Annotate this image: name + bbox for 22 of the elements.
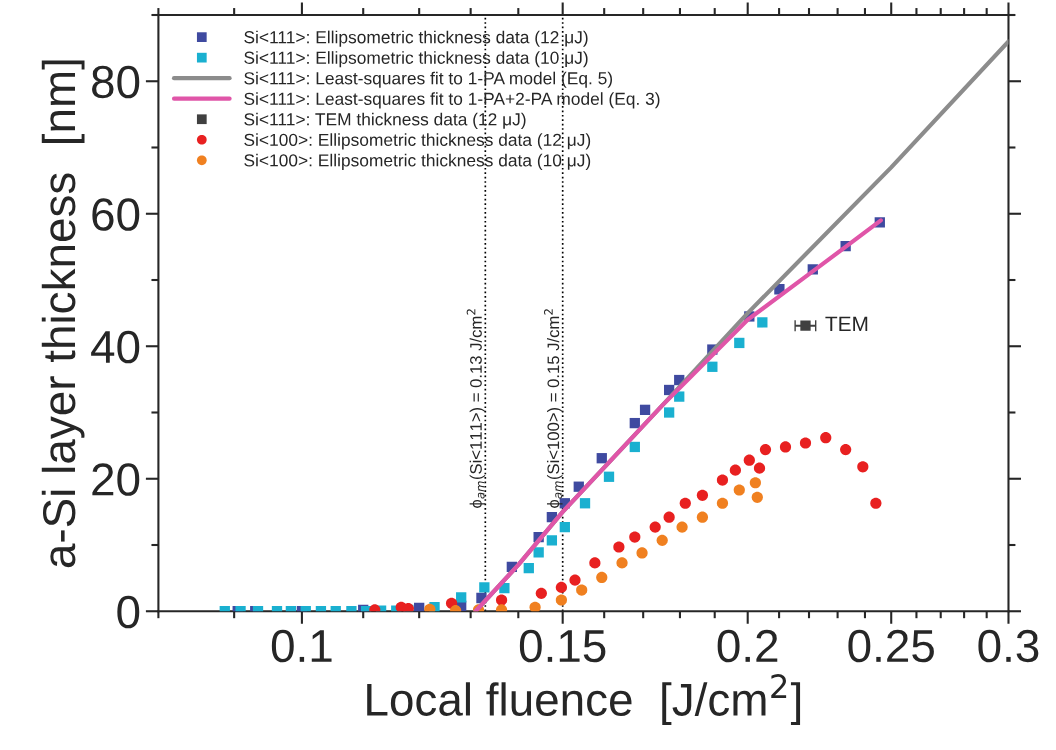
annotation: TEM xyxy=(825,316,868,332)
ref-line-label: ϕ$_{am}$(Si<100>) = 0.15 J/cm$^{2}$ xyxy=(544,309,563,508)
x-tick-label: 0.25 xyxy=(848,629,934,663)
legend-label: Si<111>: TEM thickness data (12 μJ) xyxy=(244,112,526,129)
y-tick-label: 20 xyxy=(92,463,140,496)
x-tick-label: 0.1 xyxy=(271,629,332,663)
y-tick-label: 0 xyxy=(117,595,140,629)
legend-label: Si<111>: Least-squares fit to 1-PA+2-PA model (Eq. 3) xyxy=(244,92,660,109)
legend-label: Si<111>: Ellipsometric thickness data (12 μJ) xyxy=(244,30,588,47)
y-axis-title: a-Si layer thickness [nm] xyxy=(41,60,85,568)
y-tick-label: 60 xyxy=(92,198,140,231)
x-tick-label: 0.15 xyxy=(519,629,606,663)
ref-line-label: ϕ$_{am}$(Si<111>) = 0.13 J/cm$^{2}$ xyxy=(466,309,486,508)
legend-label: Si<111>: Least-squares fit to 1-PA model (Eq. 5) xyxy=(244,71,613,88)
x-tick-label: 0.2 xyxy=(717,629,778,663)
legend-label: Si<100>: Ellipsometric thickness data (10 μJ) xyxy=(244,153,591,170)
x-axis-title: Local fluence [J/cm$^{2}$] xyxy=(367,674,801,725)
legend-label: Si<100>: Ellipsometric thickness data (12 μJ) xyxy=(244,133,591,150)
legend-label: Si<111>: Ellipsometric thickness data (10 μJ) xyxy=(244,51,588,68)
y-tick-label: 80 xyxy=(92,65,140,99)
x-tick-label: 0.3 xyxy=(978,629,1039,663)
y-tick-label: 40 xyxy=(91,330,140,364)
